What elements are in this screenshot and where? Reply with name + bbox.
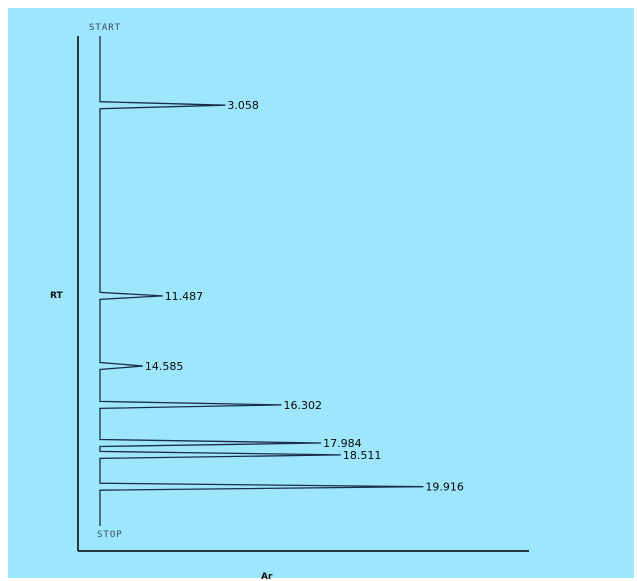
peak-label: 18.511 [343, 449, 382, 462]
peak-label: 16.302 [284, 399, 323, 412]
peak-label: 11.487 [165, 290, 204, 303]
peak-label: 3.058 [227, 99, 259, 112]
peak-label: 14.585 [145, 360, 184, 373]
chromatogram-trace [99, 36, 424, 526]
x-axis-label: Ar [261, 572, 273, 581]
y-axis-label: RT [50, 291, 64, 301]
peak-label: 19.916 [425, 481, 464, 494]
stop-label: STOP [97, 530, 123, 540]
start-label: START [89, 23, 121, 33]
peak-label: 17.984 [323, 437, 362, 450]
